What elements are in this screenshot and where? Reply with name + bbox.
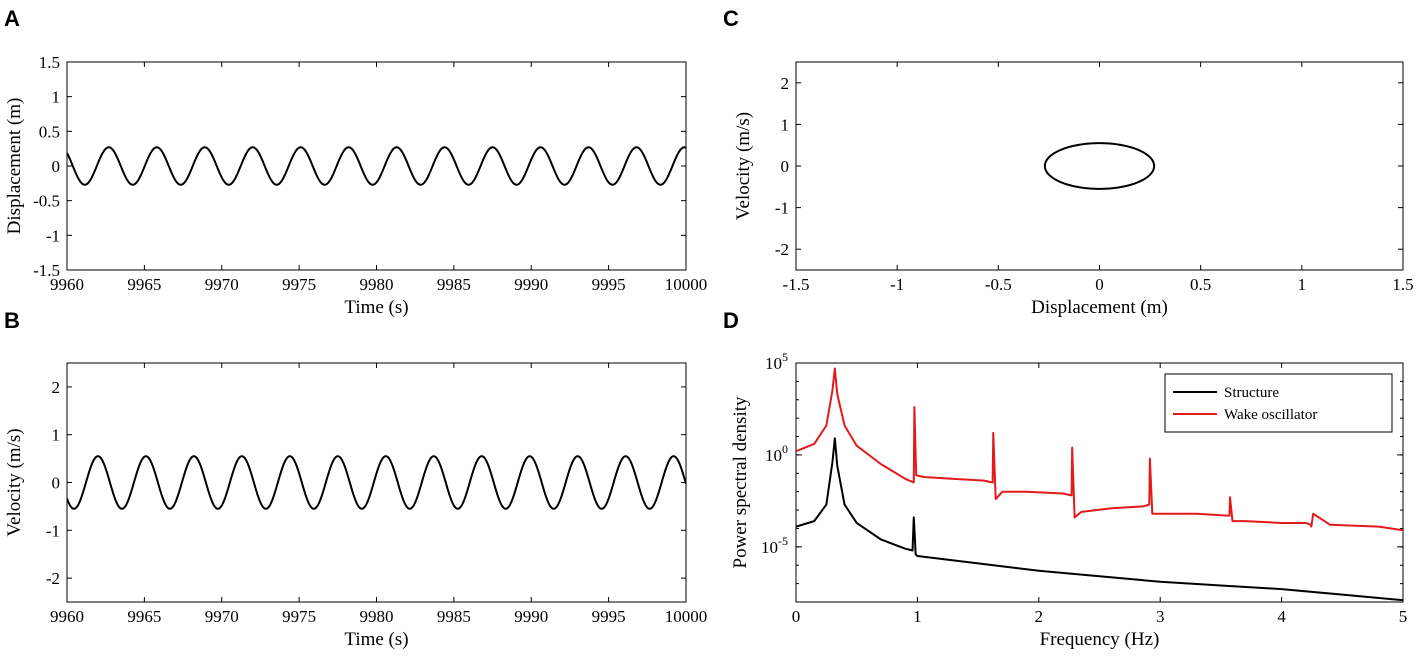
y-tick-label: -1 [46, 226, 60, 245]
x-tick-label: 2 [1035, 607, 1044, 626]
x-tick-label: 9965 [127, 607, 161, 626]
y-tick-base: 10 [765, 446, 782, 465]
y-tick-exponent: 0 [782, 442, 788, 456]
axes-frame [66, 61, 687, 271]
legend-box [1164, 373, 1393, 433]
series-line-structure [796, 437, 1403, 602]
y-tick-label: 1 [52, 426, 61, 445]
series-line-velocity [67, 455, 686, 510]
x-tick-label: 1 [1298, 275, 1307, 294]
series-line-wake-oscillator [796, 367, 1403, 532]
x-tick-label: 9970 [205, 275, 239, 294]
x-tick-label: 5 [1399, 607, 1408, 626]
x-tick-label: -0.5 [985, 275, 1012, 294]
y-tick-label: -1 [775, 199, 789, 218]
y-axis-label: Displacement (m) [4, 98, 25, 235]
x-tick-label: 10000 [665, 607, 708, 626]
x-axis-label: Time (s) [344, 629, 408, 650]
axes-frame [66, 362, 687, 603]
panel-label-c: C [723, 6, 739, 31]
chart-panel-c: -1.5 -1 -0.5 0 0.5 1 1.5 -2 -1 0 1 2 Displacement (m… [733, 61, 1414, 318]
y-tick-label: 0 [52, 474, 61, 493]
y-axis-label: Velocity (m/s) [733, 112, 754, 220]
y-tick-label: -2 [46, 569, 60, 588]
chart-panel-a: 9960 9965 9970 9975 9980 9985 9990 9995 10000 -1.… [4, 53, 707, 318]
x-axis-label: Frequency (Hz) [1040, 629, 1160, 650]
x-tick-label: -1.5 [783, 275, 810, 294]
x-tick-label: 1 [913, 607, 922, 626]
y-tick-exponent: 5 [782, 350, 788, 364]
x-axis-label: Displacement (m) [1031, 297, 1168, 318]
x-tick-label: 0 [1095, 275, 1104, 294]
x-tick-label: 9985 [437, 275, 471, 294]
y-tick-label: 0 [52, 157, 61, 176]
y-tick-label: 1.5 [39, 53, 60, 72]
y-tick-label: 10-5 [761, 534, 788, 557]
axes-frame [795, 362, 1404, 603]
legend: Structure Wake oscillator [1164, 373, 1393, 433]
y-tick-label: 105 [765, 350, 788, 373]
x-tick-label: 9970 [205, 607, 239, 626]
y-tick-label: 1 [52, 88, 61, 107]
x-tick-label: 9975 [282, 275, 316, 294]
x-tick-label: 9975 [282, 607, 316, 626]
y-tick-label: -2 [775, 240, 789, 259]
panel-label-d: D [723, 308, 739, 333]
legend-label: Wake oscillator [1224, 407, 1317, 423]
y-tick-base: 10 [761, 538, 778, 557]
panel-label-b: B [4, 308, 20, 333]
axes-frame [795, 61, 1404, 271]
x-tick-label: -1 [890, 275, 904, 294]
series-line-displacement [67, 146, 686, 186]
x-tick-label: 1.5 [1392, 275, 1413, 294]
y-tick-label: 1 [781, 115, 790, 134]
x-tick-label: 9995 [592, 275, 626, 294]
y-tick-label: 2 [52, 378, 61, 397]
y-tick-label: 2 [781, 74, 790, 93]
y-tick-label: 0.5 [39, 122, 60, 141]
y-tick-label: -1 [46, 521, 60, 540]
y-tick-label: -1.5 [33, 261, 60, 280]
y-tick-label: 100 [765, 442, 788, 465]
x-tick-label: 9985 [437, 607, 471, 626]
y-tick-label: 0 [781, 157, 790, 176]
y-tick-exponent: -5 [778, 534, 788, 548]
chart-panel-b: 9960 9965 9970 9975 9980 9985 9990 9995 10000 -2 -… [4, 362, 708, 650]
legend-label: Structure [1224, 385, 1279, 401]
y-axis-label: Velocity (m/s) [4, 428, 25, 536]
y-tick-base: 10 [765, 354, 782, 373]
x-tick-label: 9990 [514, 275, 548, 294]
x-tick-label: 9990 [514, 607, 548, 626]
x-tick-label: 9995 [592, 607, 626, 626]
y-axis-label: Power spectral density [730, 396, 751, 569]
x-tick-label: 9960 [50, 607, 84, 626]
y-tick-label: -0.5 [33, 192, 60, 211]
x-tick-label: 3 [1156, 607, 1165, 626]
x-tick-label: 9980 [360, 275, 394, 294]
x-tick-label: 10000 [665, 275, 708, 294]
panel-label-a: A [4, 6, 20, 31]
series-line-phase-portrait [1043, 142, 1156, 190]
x-tick-label: 9960 [50, 275, 84, 294]
x-tick-label: 9980 [360, 607, 394, 626]
x-tick-label: 0 [792, 607, 801, 626]
x-tick-label: 9965 [127, 275, 161, 294]
x-axis-label: Time (s) [344, 297, 408, 318]
x-tick-label: 0.5 [1190, 275, 1211, 294]
x-tick-label: 4 [1277, 607, 1286, 626]
